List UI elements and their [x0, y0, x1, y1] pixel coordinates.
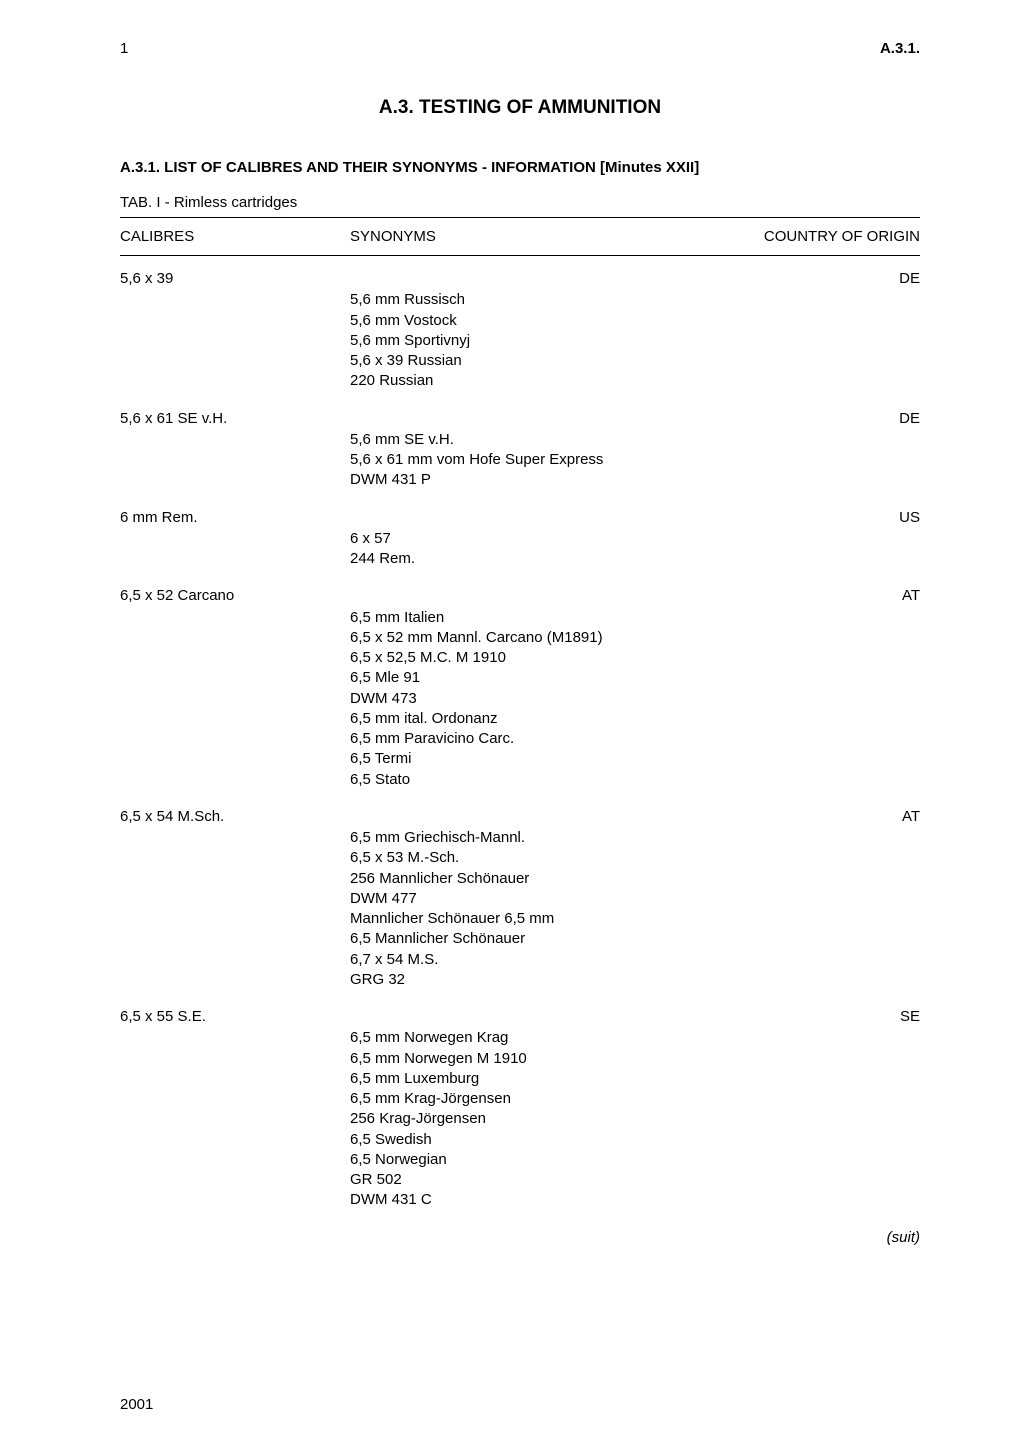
synonym-item: 256 Mannlicher Schönauer [350, 869, 660, 889]
spacer [350, 808, 660, 828]
synonym-item: 5,6 mm Vostock [350, 311, 660, 331]
rule-mid [120, 255, 920, 256]
synonym-item: 6,5 mm Griechisch-Mannl. [350, 828, 660, 848]
synonym-item: Mannlicher Schönauer 6,5 mm [350, 909, 660, 929]
col-synonyms: SYNONYMS [350, 228, 660, 245]
origin-cell: US [660, 509, 920, 526]
synonym-item: 6,5 mm Norwegen M 1910 [350, 1049, 660, 1069]
synonym-item: 220 Russian [350, 371, 660, 391]
entries-container: 5,6 x 39 5,6 mm Russisch5,6 mm Vostock5,… [120, 270, 920, 1211]
synonym-item: 6,7 x 54 M.S. [350, 950, 660, 970]
origin-cell: DE [660, 410, 920, 427]
origin-cell: SE [660, 1008, 920, 1025]
calibre-cell: 6,5 x 52 Carcano [120, 587, 350, 604]
col-calibres: CALIBRES [120, 228, 350, 245]
section-title: A.3.1. LIST OF CALIBRES AND THEIR SYNONY… [120, 159, 920, 176]
synonym-item: 6,5 x 53 M.-Sch. [350, 848, 660, 868]
main-title: A.3. TESTING OF AMMUNITION [120, 97, 920, 119]
synonym-item: 5,6 mm Russisch [350, 290, 660, 310]
spacer [350, 1008, 660, 1028]
synonym-item: 5,6 x 61 mm vom Hofe Super Express [350, 450, 660, 470]
synonym-item: DWM 473 [350, 689, 660, 709]
synonym-item: DWM 477 [350, 889, 660, 909]
synonym-item: 6,5 x 52 mm Mannl. Carcano (M1891) [350, 628, 660, 648]
suit-label: (suit) [120, 1229, 920, 1246]
synonym-item: 6,5 mm ital. Ordonanz [350, 709, 660, 729]
synonym-item: 6 x 57 [350, 529, 660, 549]
synonyms-cell: 6,5 mm Italien6,5 x 52 mm Mannl. Carcano… [350, 587, 660, 790]
footer-year: 2001 [120, 1396, 153, 1413]
table-row: 6,5 x 55 S.E. 6,5 mm Norwegen Krag6,5 mm… [120, 1008, 920, 1211]
origin-cell: AT [660, 587, 920, 604]
synonym-item: 6,5 Termi [350, 749, 660, 769]
rule-top [120, 217, 920, 218]
calibre-cell: 5,6 x 61 SE v.H. [120, 410, 350, 427]
synonym-item: 6,5 Stato [350, 770, 660, 790]
synonym-item: 6,5 Mle 91 [350, 668, 660, 688]
synonym-item: 6,5 Swedish [350, 1130, 660, 1150]
table-row: 5,6 x 61 SE v.H. 5,6 mm SE v.H.5,6 x 61 … [120, 410, 920, 491]
synonym-item: 6,5 Norwegian [350, 1150, 660, 1170]
doc-ref: A.3.1. [880, 40, 920, 57]
synonyms-cell: 5,6 mm Russisch5,6 mm Vostock5,6 mm Spor… [350, 270, 660, 392]
synonym-item: DWM 431 P [350, 470, 660, 490]
spacer [350, 270, 660, 290]
synonym-item: DWM 431 C [350, 1190, 660, 1210]
table-row: 6,5 x 52 Carcano 6,5 mm Italien6,5 x 52 … [120, 587, 920, 790]
synonym-item: 5,6 x 39 Russian [350, 351, 660, 371]
synonym-item: 6,5 mm Krag-Jörgensen [350, 1089, 660, 1109]
calibre-cell: 5,6 x 39 [120, 270, 350, 287]
synonym-item: 6,5 Mannlicher Schönauer [350, 929, 660, 949]
col-origin: COUNTRY OF ORIGIN [660, 228, 920, 245]
calibre-cell: 6,5 x 55 S.E. [120, 1008, 350, 1025]
origin-cell: AT [660, 808, 920, 825]
calibre-cell: 6 mm Rem. [120, 509, 350, 526]
table-row: 6,5 x 54 M.Sch. 6,5 mm Griechisch-Mannl.… [120, 808, 920, 990]
synonyms-cell: 6,5 mm Norwegen Krag6,5 mm Norwegen M 19… [350, 1008, 660, 1211]
synonym-item: 6,5 mm Italien [350, 608, 660, 628]
synonym-item: 6,5 mm Paravicino Carc. [350, 729, 660, 749]
synonym-item: 5,6 mm Sportivnyj [350, 331, 660, 351]
table-row: 5,6 x 39 5,6 mm Russisch5,6 mm Vostock5,… [120, 270, 920, 392]
synonym-item: 5,6 mm SE v.H. [350, 430, 660, 450]
origin-cell: DE [660, 270, 920, 287]
synonym-item: GR 502 [350, 1170, 660, 1190]
table-row: 6 mm Rem. 6 x 57244 Rem.US [120, 509, 920, 570]
top-header: 1 A.3.1. [120, 40, 920, 57]
column-headers: CALIBRES SYNONYMS COUNTRY OF ORIGIN [120, 228, 920, 245]
synonym-item: 244 Rem. [350, 549, 660, 569]
synonym-item: 6,5 mm Luxemburg [350, 1069, 660, 1089]
spacer [350, 587, 660, 607]
calibre-cell: 6,5 x 54 M.Sch. [120, 808, 350, 825]
spacer [350, 410, 660, 430]
page-number: 1 [120, 40, 128, 57]
synonym-item: 6,5 mm Norwegen Krag [350, 1028, 660, 1048]
synonyms-cell: 5,6 mm SE v.H.5,6 x 61 mm vom Hofe Super… [350, 410, 660, 491]
synonym-item: GRG 32 [350, 970, 660, 990]
page: 1 A.3.1. A.3. TESTING OF AMMUNITION A.3.… [0, 0, 1020, 1443]
synonyms-cell: 6 x 57244 Rem. [350, 509, 660, 570]
synonym-item: 256 Krag-Jörgensen [350, 1109, 660, 1129]
synonym-item: 6,5 x 52,5 M.C. M 1910 [350, 648, 660, 668]
tab-label: TAB. I - Rimless cartridges [120, 194, 920, 211]
synonyms-cell: 6,5 mm Griechisch-Mannl.6,5 x 53 M.-Sch.… [350, 808, 660, 990]
spacer [350, 509, 660, 529]
